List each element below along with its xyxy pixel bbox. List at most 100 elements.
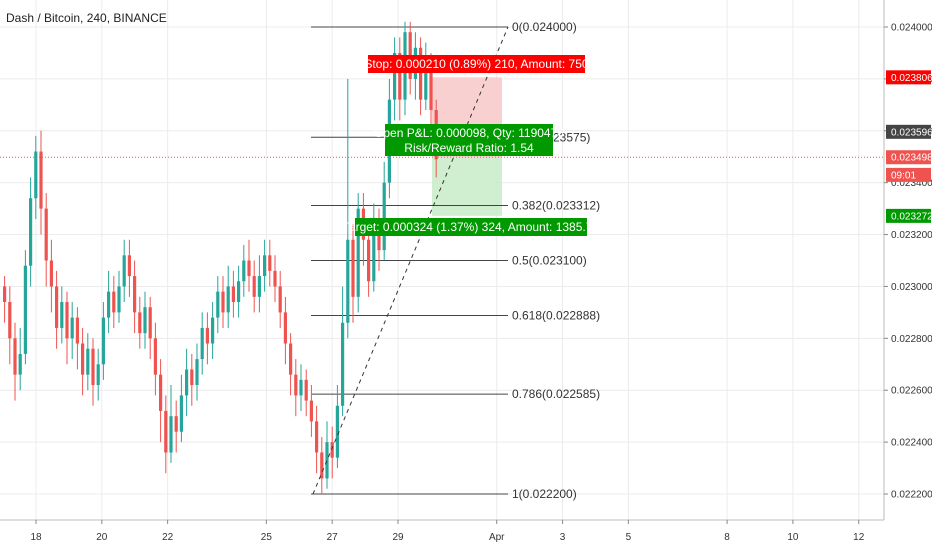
candle-body — [367, 239, 371, 282]
candle-body — [195, 359, 199, 386]
candle-body — [179, 395, 183, 432]
time-tick-label: 3 — [560, 532, 566, 543]
candle-body — [81, 343, 85, 375]
pnl-box-bg — [385, 124, 553, 156]
candle-body — [60, 302, 64, 328]
stop-box-bg — [368, 55, 585, 73]
candle-body — [185, 369, 189, 396]
candle-body — [44, 208, 48, 261]
candle-body — [18, 353, 22, 375]
target-box-bg — [355, 218, 587, 236]
price-tag-bg — [886, 70, 931, 85]
price-tick-label: 0.023400 — [891, 178, 932, 189]
target-label: Target: 0.000324 (1.37%) 324, Amount: 13… — [343, 220, 600, 234]
candle-body — [257, 276, 261, 297]
candle-body — [148, 307, 152, 339]
candle-body — [304, 379, 308, 401]
candle-body — [273, 270, 277, 287]
candle-body — [247, 260, 251, 277]
grid — [0, 0, 884, 520]
fib-level-label: 0.5(0.023100) — [512, 254, 587, 268]
price-tag-bg — [886, 150, 931, 165]
candle-body — [174, 416, 178, 432]
time-tick-label: Apr — [489, 532, 505, 543]
fib-level-label: 0.618(0.022888) — [512, 309, 600, 323]
candle-body — [101, 317, 105, 365]
candle-body — [237, 281, 241, 303]
candle-body — [263, 255, 267, 277]
candle-series — [3, 21, 438, 494]
candle-body — [372, 218, 376, 282]
fib-level-label: 0(0.024000) — [512, 20, 577, 34]
candle-body — [169, 416, 173, 453]
candle-body — [393, 52, 397, 100]
candle-body — [419, 47, 423, 100]
candle-body — [268, 255, 272, 271]
candle-body — [200, 327, 204, 360]
candle-body — [34, 151, 38, 199]
candle-body — [341, 322, 345, 406]
candle-body — [309, 400, 313, 422]
pnl-label: Risk/Reward Ratio: 1.54 — [404, 141, 534, 155]
candle-body — [315, 421, 319, 453]
candle-body — [159, 374, 163, 411]
candle-body — [55, 286, 59, 328]
candle-body — [299, 379, 303, 396]
candle-body — [70, 317, 74, 339]
candle-body — [3, 286, 7, 303]
symbol-title[interactable]: Dash / Bitcoin, 240, BINANCE — [6, 11, 167, 25]
stop-box: Stop: 0.000210 (0.89%) 210, Amount: 750 — [364, 55, 589, 73]
candle-body — [127, 255, 131, 277]
candle-body — [133, 276, 137, 313]
candle-body — [330, 442, 334, 458]
candle-body — [320, 452, 324, 479]
candle-body — [143, 307, 147, 334]
time-tick-label: 20 — [96, 532, 108, 543]
candle-body — [382, 182, 386, 251]
time-tick-label: 10 — [787, 532, 799, 543]
candle-body — [29, 198, 33, 266]
price-tick-label: 0.023000 — [891, 282, 932, 293]
candle-body — [164, 410, 168, 453]
candle-body — [221, 291, 225, 313]
price-tick-label: 0.024000 — [891, 23, 932, 34]
fib-level-label: 0.786(0.022585) — [512, 387, 600, 401]
price-tag-label: 09:01 — [891, 170, 916, 181]
candle-body — [211, 317, 215, 344]
candle-body — [226, 286, 230, 313]
candle-body — [325, 442, 329, 479]
candle-body — [13, 338, 17, 375]
price-tick-label: 0.022600 — [891, 386, 932, 397]
target-zone[interactable] — [432, 157, 502, 216]
stop-label: Stop: 0.000210 (0.89%) 210, Amount: 750 — [364, 57, 588, 71]
candle-body — [190, 369, 194, 386]
price-tag-label: 0.023272 — [891, 211, 932, 222]
time-tick-label: 22 — [162, 532, 174, 543]
price-tick-label: 0.022200 — [891, 490, 932, 501]
candle-body — [429, 68, 433, 111]
pnl-label: Open P&L: 0.000098, Qty: 1190476 — [374, 126, 564, 140]
candle-body — [23, 265, 27, 354]
candle-body — [153, 338, 157, 375]
candle-body — [346, 239, 350, 323]
target-box: Target: 0.000324 (1.37%) 324, Amount: 13… — [343, 218, 600, 236]
candle-body — [351, 239, 355, 297]
price-tick-label: 0.022800 — [891, 334, 932, 345]
candle-body — [117, 286, 121, 313]
candle-body — [205, 327, 209, 344]
price-tags: 0.023806 0.023596 0.023498 09:01 0.023272 — [886, 70, 932, 223]
candle-body — [49, 260, 53, 287]
pnl-box: Open P&L: 0.000098, Qty: 1190476Risk/Rew… — [374, 124, 564, 156]
candle-body — [112, 291, 116, 313]
time-tick-label: 27 — [327, 532, 339, 543]
price-tag-bg — [886, 208, 931, 223]
time-tick-label: 29 — [392, 532, 404, 543]
price-axis[interactable]: 0.0240000.0238000.0236000.0234000.023200… — [884, 23, 932, 501]
price-tag-label: 0.023806 — [891, 73, 932, 84]
time-tick-label: 8 — [724, 532, 730, 543]
candle-body — [283, 312, 287, 344]
axis-corner[interactable] — [884, 521, 932, 550]
price-tag-label: 0.023596 — [891, 127, 932, 138]
time-axis[interactable]: 18 20 22 25 27 29 Apr 3 5 8 10 12 — [30, 520, 865, 543]
